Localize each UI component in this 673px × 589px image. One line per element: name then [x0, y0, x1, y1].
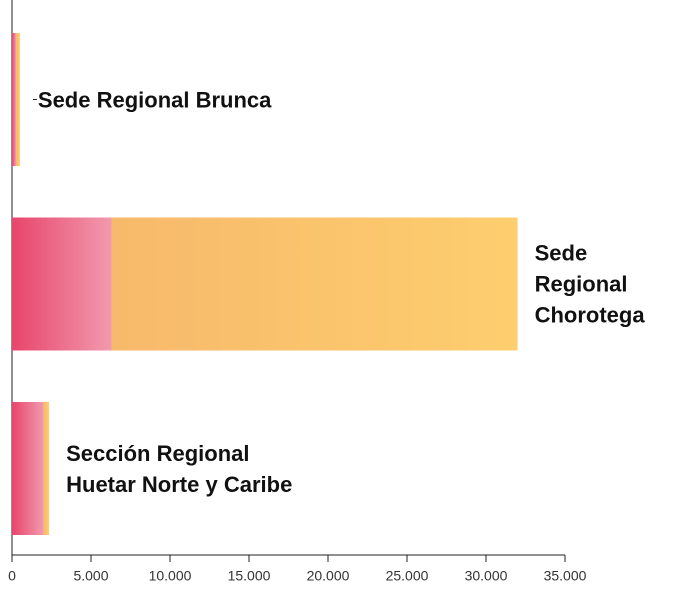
bar-segment — [111, 217, 518, 351]
category-label: Sección Regional Huetar Norte y Caribe — [66, 440, 293, 497]
x-tick-label: 15.000 — [228, 568, 271, 584]
x-tick-label: 20.000 — [307, 568, 350, 584]
category-label: Sede Regional Chorotega — [534, 240, 645, 328]
bar-segment — [12, 402, 44, 535]
x-tick-label: 5.000 — [73, 568, 108, 584]
x-tick-label: 25.000 — [386, 568, 429, 584]
x-tick-label: 10.000 — [149, 568, 192, 584]
x-tick-label: 30.000 — [465, 568, 508, 584]
x-tick-label: 35.000 — [544, 568, 587, 584]
bar-segment — [12, 33, 16, 166]
bar-segment — [12, 217, 112, 351]
category-label: Sede Regional Brunca — [37, 87, 272, 112]
bar-segment — [15, 33, 20, 166]
x-tick-label: 0 — [8, 568, 16, 584]
bar-segment — [43, 402, 50, 535]
